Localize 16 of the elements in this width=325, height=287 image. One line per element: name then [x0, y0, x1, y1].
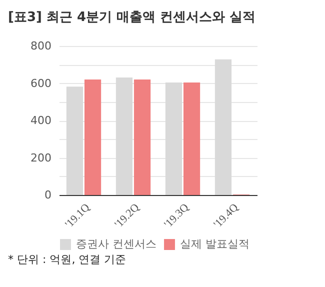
legend-label: 실제 발표실적	[180, 238, 250, 251]
y-tick-label: 800	[30, 40, 52, 52]
y-tick-label: 400	[30, 114, 52, 127]
y-tick-label: 0	[44, 188, 52, 202]
bar	[214, 59, 232, 195]
legend-label: 증권사 컨센서스	[76, 238, 156, 251]
y-tick-label: 600	[30, 76, 52, 90]
bar	[183, 82, 200, 195]
bar	[134, 80, 151, 195]
bar	[84, 80, 102, 195]
bar	[116, 77, 133, 195]
chart-title: [표3] 최근 4분기 매출액 컨센서스와 실적	[7, 9, 257, 27]
bar	[165, 82, 182, 195]
bar	[66, 86, 84, 195]
text: * 단위 : 억원, 연결 기준	[7, 252, 128, 267]
y-tick-label: 200	[30, 151, 52, 164]
